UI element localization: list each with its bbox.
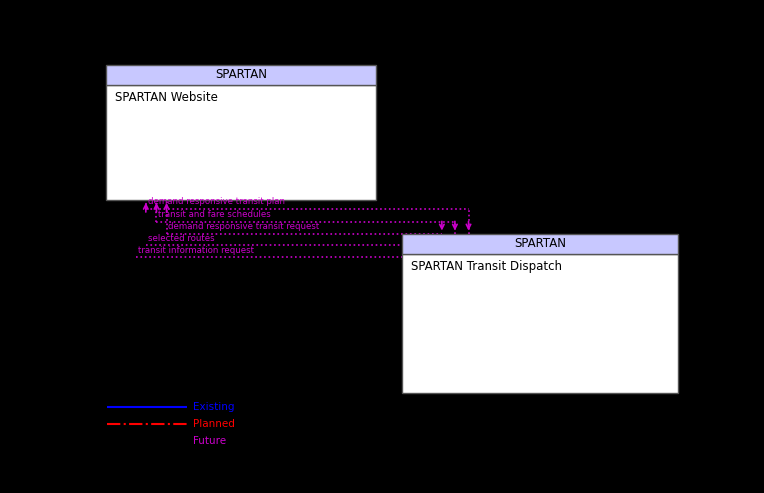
- Text: demand responsive transit request: demand responsive transit request: [168, 222, 319, 231]
- Bar: [402, 253, 678, 393]
- Text: Planned: Planned: [193, 419, 235, 428]
- Text: transit and fare schedules: transit and fare schedules: [158, 210, 271, 219]
- Text: selected routes: selected routes: [147, 234, 214, 243]
- Text: transit information request: transit information request: [138, 246, 254, 255]
- Text: demand responsive transit plan: demand responsive transit plan: [147, 198, 285, 207]
- Bar: [106, 85, 376, 200]
- Text: SPARTAN Website: SPARTAN Website: [115, 91, 218, 105]
- Text: Existing: Existing: [193, 401, 235, 412]
- Bar: [106, 65, 376, 85]
- Text: SPARTAN Transit Dispatch: SPARTAN Transit Dispatch: [411, 260, 562, 273]
- Bar: [402, 234, 678, 253]
- Text: SPARTAN: SPARTAN: [514, 237, 566, 250]
- Text: Future: Future: [193, 436, 226, 446]
- Text: SPARTAN: SPARTAN: [215, 68, 267, 81]
